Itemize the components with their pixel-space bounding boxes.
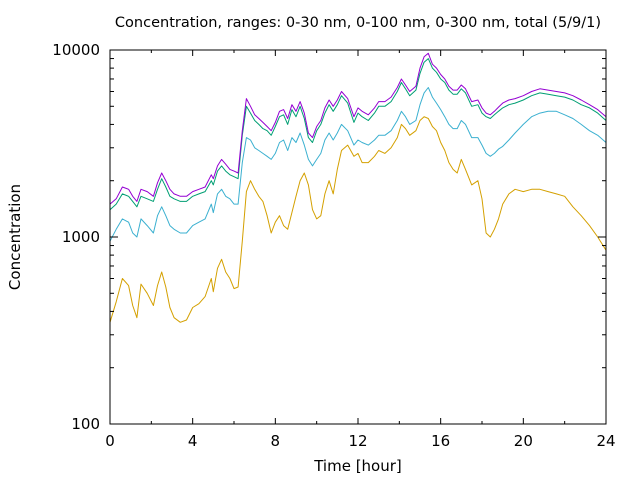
x-axis-ticks: 0 4 8 12 16 20 24 xyxy=(105,50,616,450)
y-axis-label: Concentration xyxy=(6,184,24,290)
x-tick-label: 8 xyxy=(271,432,281,450)
series-line-2 xyxy=(109,87,607,242)
x-tick-label: 12 xyxy=(348,432,367,450)
chart-title: Concentration, ranges: 0-30 nm, 0-100 nm… xyxy=(115,15,601,31)
x-tick-label: 16 xyxy=(431,432,450,450)
series-line-3 xyxy=(109,58,607,211)
x-axis-label: Time [hour] xyxy=(313,457,402,475)
y-tick-label: 1000 xyxy=(62,228,100,246)
plot-frame xyxy=(109,49,607,425)
x-tick-label: 4 xyxy=(188,432,198,450)
series-layer xyxy=(109,52,607,323)
x-tick-label: 20 xyxy=(514,432,533,450)
series-line-4 xyxy=(109,52,607,205)
x-tick-label: 0 xyxy=(105,432,115,450)
y-tick-label: 10000 xyxy=(52,41,100,59)
y-tick-label: 100 xyxy=(71,415,100,433)
x-tick-label: 24 xyxy=(596,432,615,450)
series-line-1 xyxy=(109,116,607,323)
y-axis-ticks: 100 1000 10000 xyxy=(52,41,606,433)
